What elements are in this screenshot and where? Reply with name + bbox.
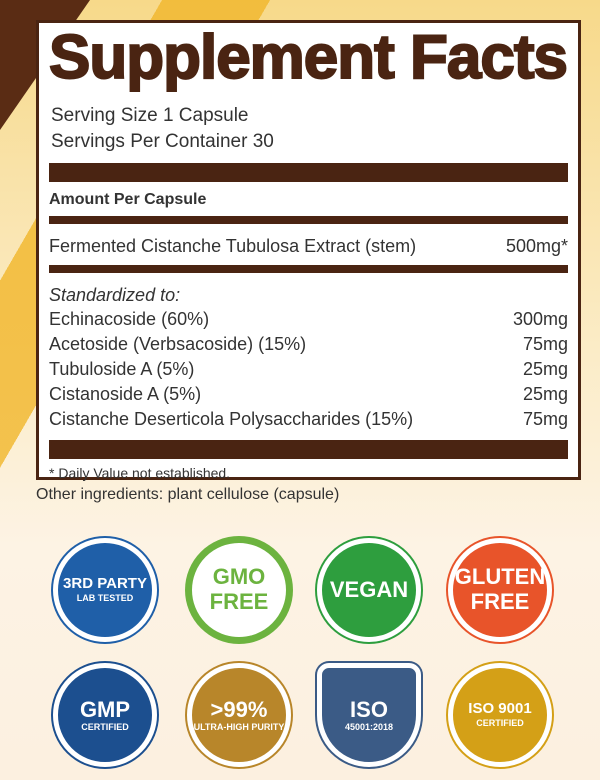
ingredient-amount: 25mg [522, 384, 568, 404]
ingredient-row: Tubuloside A (5%) 25mg [49, 357, 568, 382]
ingredient-name: Tubuloside A (5%) [49, 359, 195, 379]
ingredient-name: Acetoside (Verbsacoside) (15%) [49, 334, 307, 354]
panel-title: Supplement Facts [48, 22, 569, 93]
ingredient-amount: 500mg* [505, 236, 568, 256]
ingredient-name: Echinacoside (60%) [49, 309, 210, 329]
supplement-facts-panel: Supplement Facts Serving Size 1 Capsule … [36, 20, 581, 481]
badge-subtitle: FREE [209, 588, 269, 614]
badge-subtitle: CERTIFIED [81, 721, 129, 732]
ingredient-amount: 75mg [522, 334, 568, 354]
standardized-label: Standardized to: [49, 285, 181, 305]
ingredient-name: Cistanche Deserticola Polysaccharides (1… [49, 409, 414, 429]
servings-per-container: Servings Per Container 30 [51, 131, 274, 152]
badge-subtitle: LAB TESTED [76, 592, 134, 603]
badge-title: ISO 9001 [468, 700, 532, 718]
ingredient-row: Cistanoside A (5%) 25mg [49, 382, 568, 407]
iso-45001-badge: ISO 45001:2018 [317, 663, 421, 767]
badge-title: GMO [212, 563, 266, 589]
ingredient-amount: 25mg [522, 359, 568, 379]
vegan-badge: VEGAN [317, 538, 421, 642]
iso-9001-badge: ISO 9001 CERTIFIED [448, 663, 552, 767]
divider [49, 440, 568, 459]
gluten-free-badge: GLUTEN FREE [448, 538, 552, 642]
ingredient-row: Acetoside (Verbsacoside) (15%) 75mg [49, 332, 568, 357]
badge-title: GLUTEN [454, 563, 546, 589]
amount-header: Amount Per Capsule [49, 191, 207, 208]
divider [49, 265, 568, 273]
ingredient-amount: 300mg [512, 309, 568, 329]
badge-title: 3RD PARTY [63, 575, 147, 593]
badge-subtitle: ULTRA-HIGH PURITY [193, 721, 285, 732]
divider [49, 216, 568, 224]
badge-title: >99% [210, 696, 268, 722]
ingredient-name: Cistanoside A (5%) [49, 384, 202, 404]
badge-title: VEGAN [329, 576, 409, 602]
other-ingredients: Other ingredients: plant cellulose (caps… [36, 486, 340, 503]
badge-subtitle: 45001:2018 [344, 721, 394, 732]
purity-badge: >99% ULTRA-HIGH PURITY [187, 663, 291, 767]
badge-title: GMP [79, 696, 131, 722]
ingredient-row: Echinacoside (60%) 300mg [49, 307, 568, 332]
gmp-certified-badge: GMP CERTIFIED [53, 663, 157, 767]
badge-title: ISO [350, 696, 388, 722]
main-ingredient-row: Fermented Cistanche Tubulosa Extract (st… [49, 234, 568, 259]
ingredient-row: Cistanche Deserticola Polysaccharides (1… [49, 407, 568, 432]
divider [49, 163, 568, 182]
badge-subtitle: FREE [470, 588, 530, 614]
badge-subtitle: CERTIFIED [476, 717, 524, 728]
gmo-free-badge: GMO FREE [187, 538, 291, 642]
serving-size: Serving Size 1 Capsule [51, 105, 249, 126]
ingredient-name: Fermented Cistanche Tubulosa Extract (st… [49, 236, 417, 256]
ingredient-amount: 75mg [522, 409, 568, 429]
footnote: * Daily Value not established. [49, 465, 231, 481]
third-party-lab-tested-badge: 3RD PARTY LAB TESTED [53, 538, 157, 642]
